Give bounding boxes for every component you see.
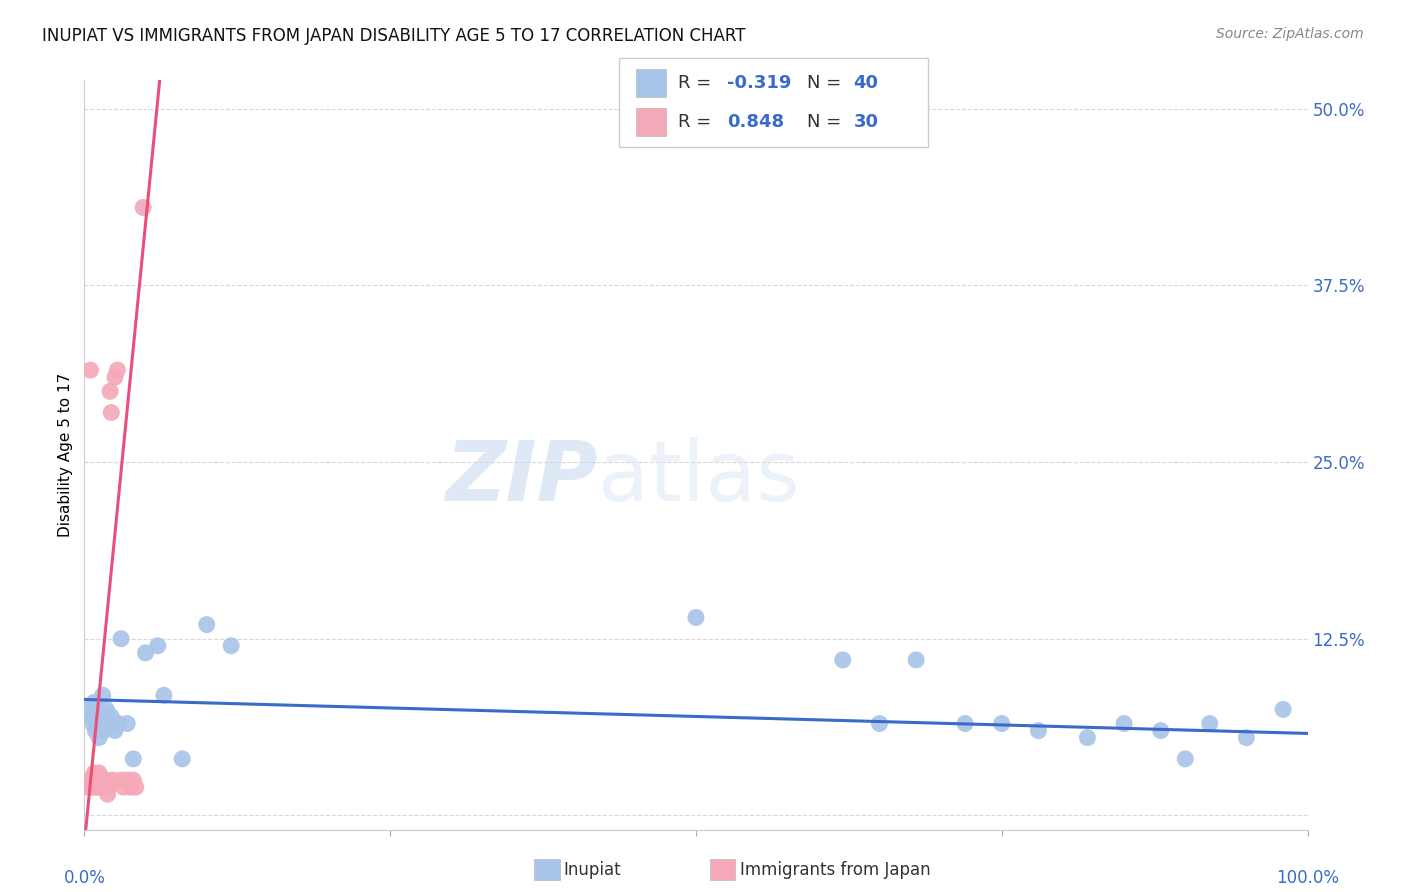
Point	[1114, 716, 1136, 731]
Point	[125, 780, 148, 794]
Point	[104, 370, 127, 384]
Text: N =: N =	[807, 113, 846, 131]
Point	[1272, 702, 1295, 716]
Text: N =: N =	[807, 74, 846, 92]
Point	[1174, 752, 1197, 766]
Point	[80, 780, 103, 794]
Point	[1028, 723, 1050, 738]
Point	[77, 773, 100, 788]
Point	[1076, 731, 1098, 745]
Point	[1198, 716, 1220, 731]
Text: 0.0%: 0.0%	[63, 870, 105, 888]
Point	[90, 716, 112, 731]
Point	[112, 780, 135, 794]
Text: INUPIAT VS IMMIGRANTS FROM JAPAN DISABILITY AGE 5 TO 17 CORRELATION CHART: INUPIAT VS IMMIGRANTS FROM JAPAN DISABIL…	[42, 27, 745, 45]
Point	[1236, 731, 1258, 745]
Point	[98, 384, 121, 399]
Point	[87, 716, 110, 731]
Point	[77, 702, 100, 716]
Point	[195, 617, 218, 632]
Point	[110, 632, 132, 646]
Point	[97, 780, 120, 794]
Point	[84, 723, 107, 738]
Point	[91, 773, 114, 788]
Point	[869, 716, 891, 731]
Point	[120, 780, 142, 794]
Point	[87, 766, 110, 780]
Point	[82, 773, 104, 788]
Point	[953, 716, 976, 731]
Point	[991, 716, 1014, 731]
Point	[84, 780, 107, 794]
Point	[90, 780, 112, 794]
Point	[1150, 723, 1173, 738]
Point	[115, 716, 138, 731]
Point	[79, 363, 101, 377]
Point	[146, 639, 169, 653]
Point	[87, 731, 110, 745]
Point	[86, 773, 108, 788]
Point	[89, 709, 111, 723]
Point	[94, 773, 117, 788]
Point	[80, 709, 103, 723]
Point	[87, 780, 110, 794]
Point	[107, 716, 129, 731]
Text: Source: ZipAtlas.com: Source: ZipAtlas.com	[1216, 27, 1364, 41]
Point	[172, 752, 194, 766]
Text: 100.0%: 100.0%	[1277, 870, 1339, 888]
Point	[831, 653, 853, 667]
Point	[83, 766, 105, 780]
Point	[905, 653, 928, 667]
Point	[83, 695, 105, 709]
Point	[96, 702, 118, 716]
Point	[97, 716, 120, 731]
Point	[104, 723, 127, 738]
Text: -0.319: -0.319	[727, 74, 792, 92]
Text: atlas: atlas	[598, 437, 800, 518]
Point	[97, 787, 120, 801]
Point	[132, 201, 155, 215]
Text: R =: R =	[678, 74, 717, 92]
Point	[135, 646, 157, 660]
Text: 30: 30	[853, 113, 879, 131]
Point	[219, 639, 242, 653]
Text: Inupiat: Inupiat	[564, 861, 621, 879]
Text: ZIP: ZIP	[446, 437, 598, 518]
Point	[101, 773, 124, 788]
Point	[153, 688, 176, 702]
Text: R =: R =	[678, 113, 717, 131]
Point	[82, 716, 104, 731]
Text: Immigrants from Japan: Immigrants from Japan	[740, 861, 931, 879]
Text: 0.848: 0.848	[727, 113, 785, 131]
Point	[93, 780, 115, 794]
Y-axis label: Disability Age 5 to 17: Disability Age 5 to 17	[58, 373, 73, 537]
Point	[86, 709, 108, 723]
Point	[89, 773, 111, 788]
Point	[685, 610, 707, 624]
Text: 40: 40	[853, 74, 879, 92]
Point	[105, 363, 128, 377]
Point	[122, 752, 145, 766]
Point	[93, 723, 115, 738]
Point	[96, 780, 118, 794]
Point	[110, 773, 132, 788]
Point	[100, 405, 122, 419]
Point	[100, 709, 122, 723]
Point	[77, 780, 100, 794]
Point	[122, 773, 145, 788]
Point	[91, 688, 114, 702]
Point	[115, 773, 138, 788]
